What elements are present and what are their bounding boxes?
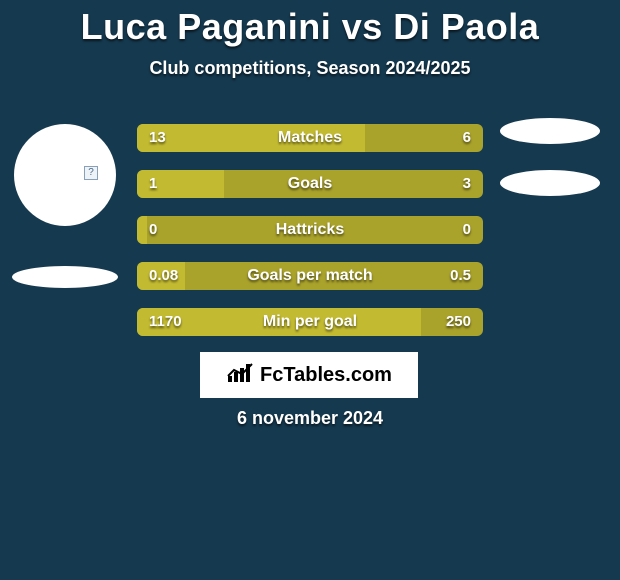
- stat-row: Min per goal1170 250: [137, 308, 483, 336]
- stat-label: Min per goal: [137, 308, 483, 336]
- infographic-root: Luca Paganini vs Di Paola Club competiti…: [0, 0, 620, 580]
- stat-value-right: 3: [463, 170, 471, 198]
- stat-row: Hattricks0 0: [137, 216, 483, 244]
- player-right-ellipse-1: [500, 118, 600, 144]
- stat-bars: Matches136Goals13Hattricks00Goals per ma…: [137, 124, 483, 354]
- stat-label: Goals: [137, 170, 483, 198]
- brand-badge: FcTables.com: [200, 352, 418, 398]
- player-left-avatar: ?: [14, 124, 116, 226]
- stat-value-left: 0.08: [149, 262, 178, 290]
- stat-row: Goals1 3: [137, 170, 483, 198]
- player-left-shadow: [12, 266, 118, 288]
- stat-value-left: 1: [149, 170, 157, 198]
- player-right-ellipse-2: [500, 170, 600, 196]
- stat-value-left: 1170: [149, 308, 182, 336]
- player-right-block: [490, 118, 610, 196]
- player-left-block: ?: [10, 124, 120, 288]
- date-text: 6 november 2024: [0, 408, 620, 429]
- stat-value-right: 250: [446, 308, 471, 336]
- page-title: Luca Paganini vs Di Paola: [0, 0, 620, 48]
- image-placeholder-icon: ?: [84, 166, 98, 180]
- stat-value-left: 0: [149, 216, 157, 244]
- brand-text: FcTables.com: [260, 364, 392, 387]
- stat-value-left: 13: [149, 124, 166, 152]
- stat-label: Goals per match: [137, 262, 483, 290]
- stat-value-right: 6: [463, 124, 471, 152]
- stat-label: Hattricks: [137, 216, 483, 244]
- page-subtitle: Club competitions, Season 2024/2025: [0, 58, 620, 79]
- stat-label: Matches: [137, 124, 483, 152]
- stat-row: Goals per match0.08 0.5: [137, 262, 483, 290]
- stat-row: Matches13 6: [137, 124, 483, 152]
- stat-value-right: 0.5: [450, 262, 471, 290]
- stat-value-right: 0: [463, 216, 471, 244]
- chart-icon: [226, 362, 254, 389]
